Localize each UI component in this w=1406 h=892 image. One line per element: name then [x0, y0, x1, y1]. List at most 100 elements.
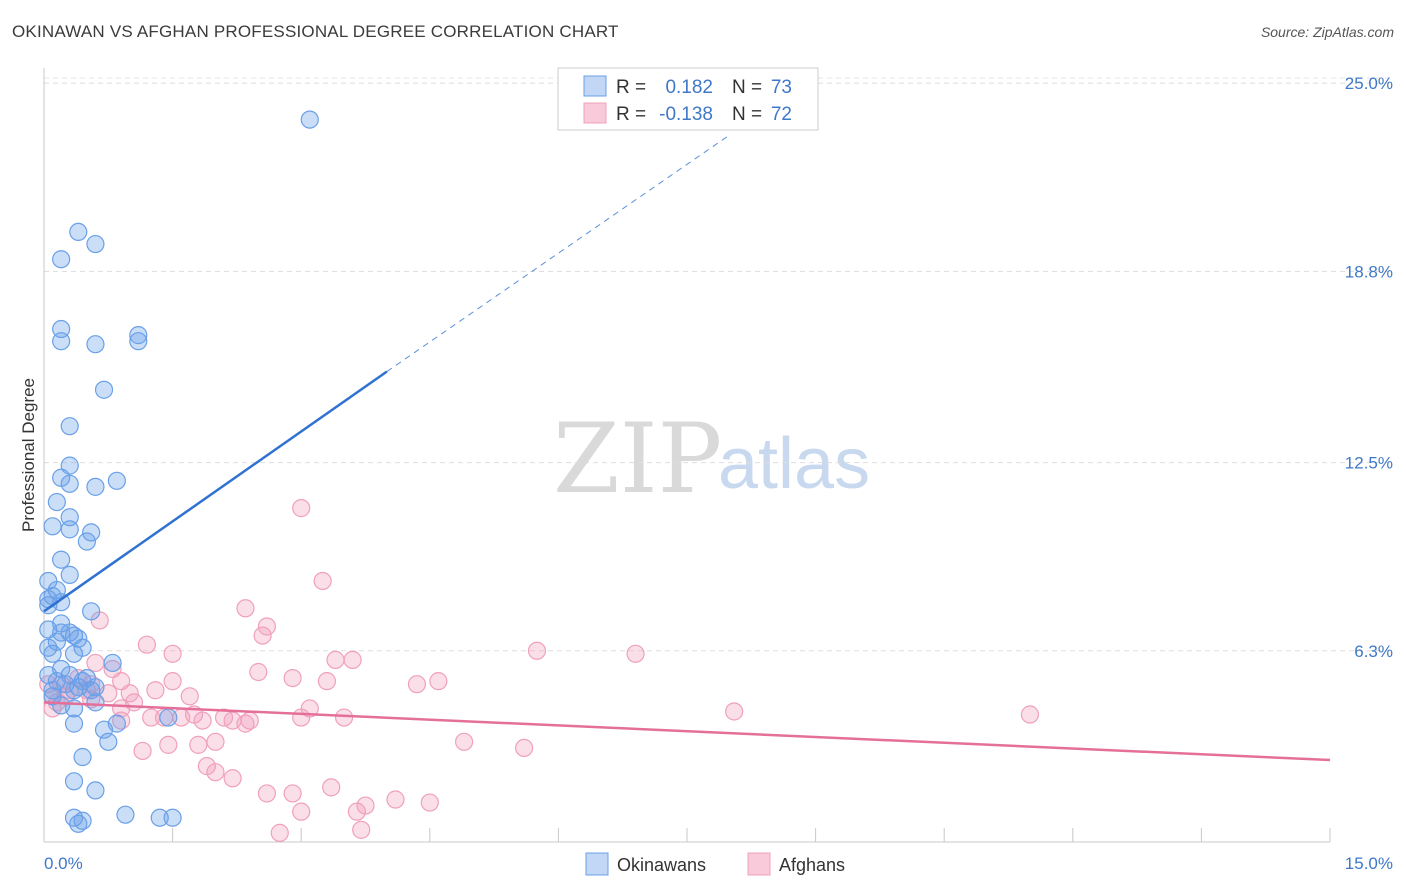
- afghans-point-60: [283, 784, 302, 803]
- y-tick-labels: 6.3% 12.5% 18.8% 25.0%: [1345, 74, 1393, 661]
- chart-source: Source: ZipAtlas.com: [1260, 24, 1394, 40]
- watermark-atlas: atlas: [718, 424, 870, 504]
- y-tick-label-2: 18.8%: [1345, 262, 1393, 281]
- x-tick-min: 0.0%: [44, 854, 83, 873]
- okinawans-point-29: [82, 602, 101, 621]
- okinawans-point-13: [60, 474, 79, 493]
- okinawans-point-1: [69, 222, 88, 242]
- afghans-point-6: [137, 635, 156, 654]
- legend-n-value-2: 72: [771, 104, 792, 125]
- afghans-point-39: [193, 711, 212, 730]
- afghans-point-8: [626, 644, 645, 663]
- afghans-point-11: [343, 650, 362, 669]
- afghans-point-47: [1020, 705, 1040, 724]
- okinawans-point-55: [99, 732, 118, 751]
- okinawans-point-18: [43, 517, 62, 536]
- bottom-legend-label-afghans: Afghans: [779, 855, 845, 875]
- afghans-point-52: [454, 732, 474, 751]
- afghans-point-58: [322, 778, 341, 797]
- legend-n-value-1: 73: [771, 77, 792, 98]
- afghans-point-0: [292, 499, 311, 518]
- okinawans-point-56: [73, 747, 92, 767]
- x-tick-max: 15.0%: [1345, 854, 1393, 873]
- okinawans-point-62: [150, 808, 169, 827]
- okinawans-point-2: [86, 234, 105, 254]
- okinawans-point-20: [82, 523, 101, 542]
- afghans-point-1: [313, 571, 332, 591]
- afghans-point-59: [257, 784, 277, 803]
- afghans-point-20: [429, 672, 448, 691]
- afghans-point-44: [292, 708, 311, 727]
- legend-swatch-okinawans: [583, 75, 607, 97]
- y-tick-label-1: 12.5%: [1345, 454, 1393, 473]
- okinawans-point-58: [86, 781, 105, 800]
- okinawans-point-64: [69, 814, 88, 833]
- okinawans-point-0: [300, 110, 319, 129]
- afghans-point-62: [386, 790, 405, 809]
- okinawans-point-66: [43, 687, 62, 706]
- okinawans-point-53: [64, 714, 84, 733]
- okinawans-trendline: [43, 370, 388, 613]
- okinawans-point-54: [94, 720, 114, 739]
- correlation-legend: R = 0.182 N = 73 R = -0.138 N = 72: [557, 67, 819, 131]
- afghans-point-4: [257, 617, 277, 636]
- afghans-point-54: [133, 741, 152, 761]
- okinawans-point-19: [60, 520, 79, 539]
- series-legend: Okinawans Afghans: [585, 852, 845, 876]
- y-tick-label-0: 6.3%: [1354, 642, 1393, 661]
- trendlines: [43, 134, 1331, 762]
- legend-n-label-1: N =: [732, 77, 762, 98]
- afghans-point-65: [292, 802, 311, 821]
- okinawans-point-21: [77, 532, 96, 551]
- okinawans-point-36: [43, 644, 62, 663]
- afghans-point-57: [197, 757, 216, 776]
- afghans-point-2: [236, 599, 255, 618]
- legend-r-label-1: R =: [616, 77, 646, 98]
- okinawans-point-72: [39, 596, 58, 615]
- afghans-point-16: [317, 672, 337, 691]
- okinawans-point-69: [86, 678, 105, 697]
- afghans-point-12: [86, 653, 105, 673]
- okinawans-point-15: [107, 471, 126, 490]
- afghans-point-46: [725, 702, 744, 721]
- watermark-zip: ZIP: [553, 403, 722, 515]
- afghans-point-64: [347, 802, 367, 821]
- bottom-legend-swatch-okinawans: [585, 852, 609, 876]
- bottom-legend-swatch-afghans: [747, 852, 771, 876]
- okinawans-point-6: [129, 326, 148, 345]
- okinawans-point-9: [94, 380, 114, 399]
- okinawans-point-8: [129, 332, 148, 351]
- okinawans-point-67: [56, 675, 75, 694]
- okinawans-trendline-extension: [386, 134, 731, 372]
- okinawans-point-10: [60, 417, 79, 436]
- y-axis-label: Professional Degree: [19, 378, 38, 532]
- afghans-point-14: [249, 662, 268, 682]
- afghans-point-49: [189, 735, 208, 754]
- okinawans-point-63: [163, 808, 182, 827]
- afghans-point-67: [270, 823, 289, 842]
- gridlines: [44, 77, 1392, 652]
- okinawans-point-71: [52, 614, 71, 633]
- afghans-point-23: [120, 684, 139, 703]
- legend-r-label-2: R =: [616, 104, 646, 125]
- afghans-point-63: [420, 793, 439, 812]
- okinawans-point-65: [159, 708, 178, 727]
- y-tick-label-3: 25.0%: [1345, 74, 1393, 93]
- okinawans-point-5: [86, 335, 105, 354]
- okinawans-point-57: [64, 772, 84, 791]
- afghans-point-50: [159, 735, 178, 754]
- afghans-point-45: [334, 708, 354, 727]
- okinawans-point-39: [103, 653, 122, 673]
- afghans-point-9: [527, 641, 547, 660]
- afghans-point-24: [180, 687, 199, 706]
- bottom-legend-label-okinawans: Okinawans: [617, 855, 706, 875]
- afghans-point-43: [240, 711, 259, 730]
- afghans-point-53: [515, 738, 534, 758]
- afghans-trendline: [43, 701, 1331, 762]
- legend-r-value-2: -0.138: [659, 104, 713, 125]
- legend-swatch-afghans: [583, 102, 607, 124]
- okinawans-point-61: [116, 805, 135, 824]
- afghans-point-66: [352, 820, 371, 839]
- afghans-point-10: [326, 650, 345, 669]
